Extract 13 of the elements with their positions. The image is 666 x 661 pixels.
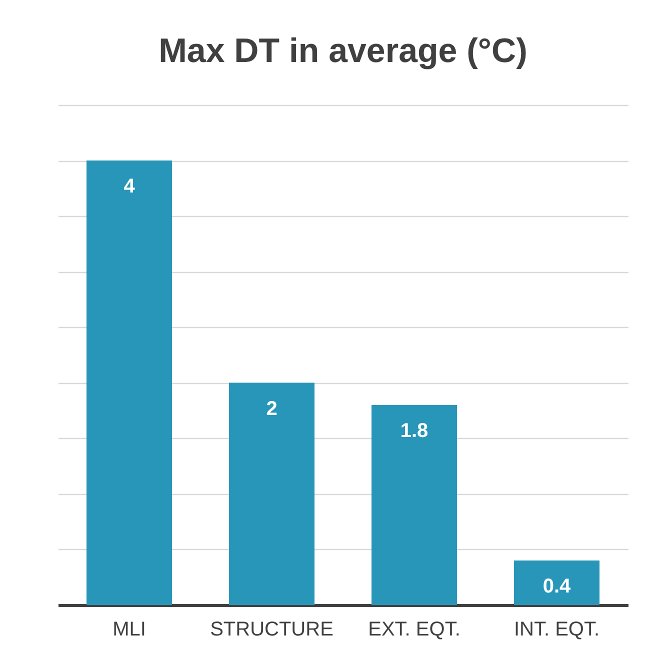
data-label: 1.8 (400, 420, 428, 442)
data-label: 4 (124, 176, 136, 198)
chart-title: Max DT in average (°C) (158, 32, 528, 70)
bar (86, 160, 172, 605)
x-tick-label: MLI (112, 618, 146, 640)
x-tick-label: INT. EQT. (514, 618, 600, 640)
bar (372, 405, 457, 605)
data-label: 0.4 (542, 576, 572, 598)
bar (229, 382, 314, 605)
x-tick-label: EXT. EQT. (368, 618, 460, 640)
x-tick-label: STRUCTURE (210, 618, 334, 640)
bar (514, 560, 600, 605)
data-label: 2 (266, 398, 278, 420)
